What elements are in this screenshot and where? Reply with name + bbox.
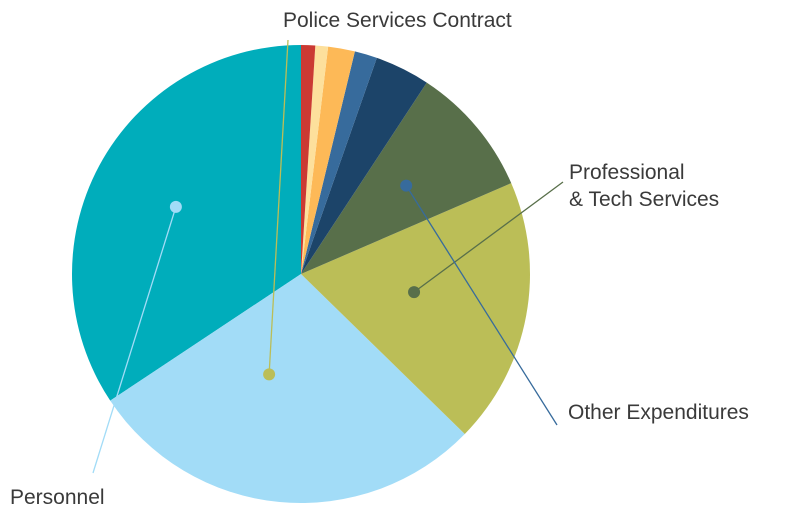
slice-labels: Personnel Police Services Contract Profess… xyxy=(10,9,749,508)
leader-line xyxy=(92,206,177,474)
pie-slice-other-expenditures xyxy=(301,82,512,274)
slice-label: Police Services Contract xyxy=(283,9,512,32)
pie-slice-unlabeled-6 xyxy=(301,46,355,274)
leader-dot xyxy=(169,200,182,213)
leader-line xyxy=(268,39,289,375)
pie-slice-unlabeled-5 xyxy=(301,51,377,275)
leader-dot xyxy=(263,368,276,381)
leader-lines xyxy=(92,39,564,474)
pie-slice-personnel xyxy=(71,45,301,401)
pie-slice-unlabeled-4 xyxy=(301,57,427,275)
leader-line xyxy=(413,181,564,293)
leader-dot xyxy=(408,286,421,299)
pie-slice-unlabeled-7 xyxy=(301,45,329,275)
slice-label: Professional xyxy=(569,161,685,184)
pie-slice-police-services-contract xyxy=(110,274,465,504)
slice-label: Personnel xyxy=(10,486,105,508)
leader-dot xyxy=(400,179,413,192)
pie-slice-unlabeled-8 xyxy=(301,45,316,274)
pie-slice-professional-tech-services xyxy=(301,183,531,435)
slice-label: & Tech Services xyxy=(569,188,719,211)
pie-slices xyxy=(71,45,531,504)
leader-line xyxy=(405,185,558,426)
slice-label: Other Expenditures xyxy=(568,401,749,424)
